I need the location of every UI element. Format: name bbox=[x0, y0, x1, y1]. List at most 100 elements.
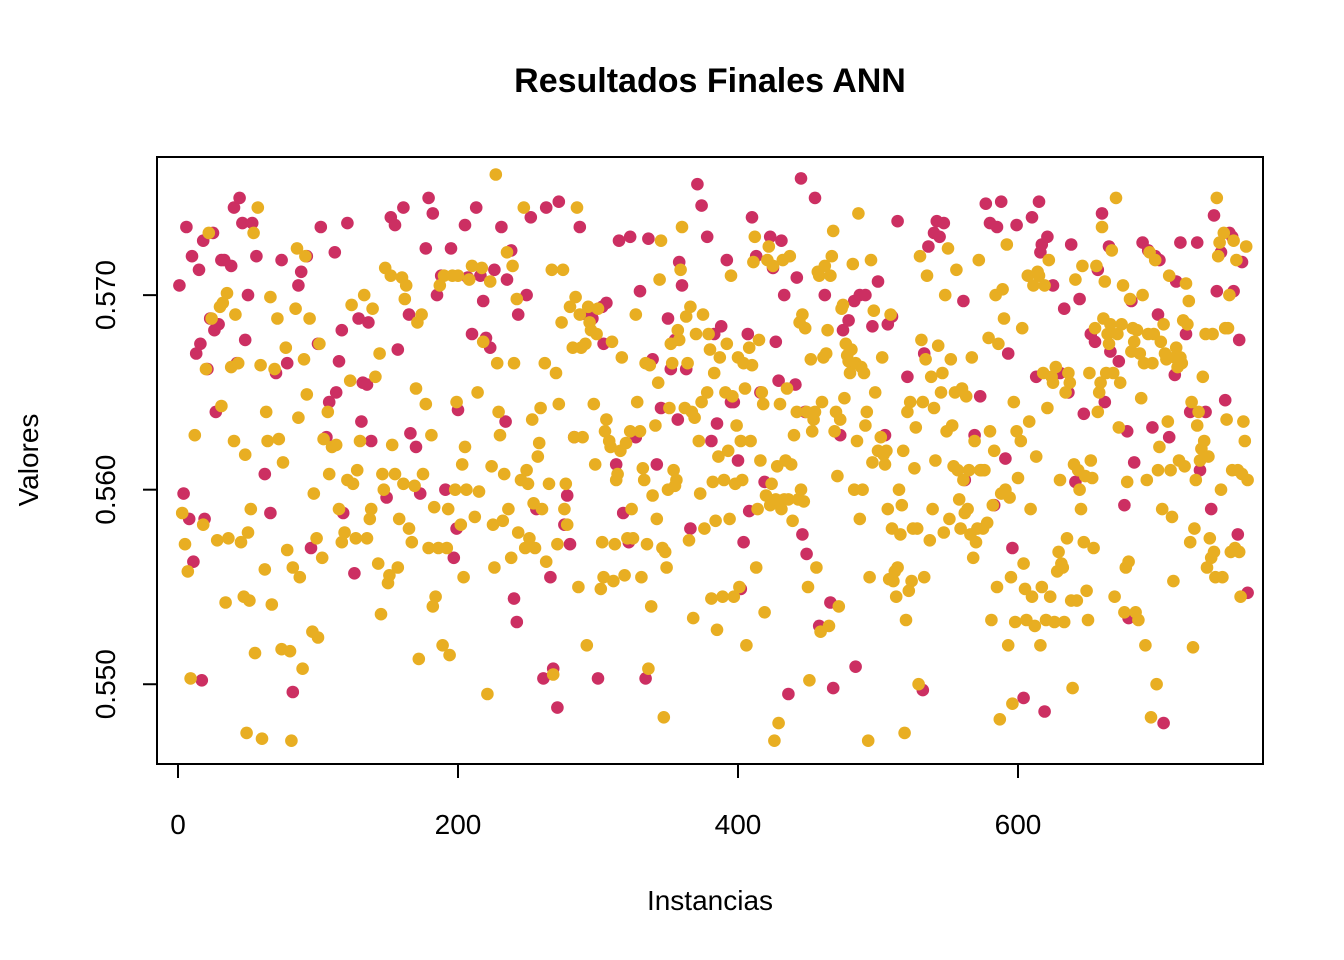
data-point-series-2 bbox=[755, 386, 769, 399]
data-point-series-2 bbox=[545, 263, 559, 277]
data-point-series-2 bbox=[1144, 711, 1158, 724]
data-point-series-1 bbox=[994, 195, 1008, 208]
data-point-series-2 bbox=[772, 716, 785, 730]
data-point-series-1 bbox=[360, 378, 374, 391]
data-point-series-1 bbox=[322, 395, 336, 409]
data-point-series-2 bbox=[654, 234, 668, 247]
data-point-series-2 bbox=[836, 298, 850, 312]
data-point-series-2 bbox=[1161, 415, 1175, 428]
data-point-series-2 bbox=[1154, 335, 1168, 349]
data-point-series-1 bbox=[488, 263, 501, 277]
data-point-series-2 bbox=[990, 580, 1004, 594]
data-point-series-1 bbox=[818, 288, 832, 302]
data-point-series-2 bbox=[915, 333, 928, 347]
data-point-series-2 bbox=[600, 413, 613, 426]
data-point-series-2 bbox=[643, 358, 657, 372]
data-point-series-2 bbox=[1095, 220, 1109, 234]
data-point-series-2 bbox=[454, 518, 468, 531]
data-point-series-1 bbox=[447, 551, 461, 565]
data-point-series-1 bbox=[241, 288, 255, 302]
data-point-series-1 bbox=[1204, 502, 1218, 516]
data-point-series-2 bbox=[828, 425, 841, 438]
data-point-series-2 bbox=[819, 347, 833, 360]
data-point-series-2 bbox=[1083, 366, 1096, 380]
data-point-series-2 bbox=[1041, 401, 1054, 415]
data-point-series-1 bbox=[836, 323, 850, 337]
data-point-series-2 bbox=[364, 502, 378, 516]
data-point-series-2 bbox=[693, 487, 707, 500]
data-point-series-1 bbox=[258, 467, 272, 481]
data-point-series-2 bbox=[833, 413, 847, 426]
data-point-series-2 bbox=[1109, 191, 1123, 205]
data-point-series-2 bbox=[572, 580, 585, 594]
data-point-series-2 bbox=[712, 450, 725, 463]
data-point-series-1 bbox=[891, 214, 904, 228]
data-point-series-2 bbox=[231, 356, 245, 370]
data-point-series-2 bbox=[716, 590, 729, 603]
data-point-series-2 bbox=[1122, 555, 1135, 568]
data-point-series-2 bbox=[608, 537, 622, 551]
data-point-series-2 bbox=[1220, 413, 1233, 426]
data-point-series-2 bbox=[721, 444, 735, 458]
data-point-series-2 bbox=[951, 463, 965, 477]
data-point-series-2 bbox=[968, 434, 981, 448]
data-point-series-2 bbox=[1087, 541, 1100, 555]
data-point-series-2 bbox=[798, 321, 812, 335]
data-point-series-2 bbox=[385, 438, 399, 452]
data-point-series-2 bbox=[271, 312, 284, 325]
data-point-series-2 bbox=[929, 454, 942, 467]
data-point-series-2 bbox=[1046, 376, 1060, 390]
data-point-series-2 bbox=[636, 462, 650, 475]
data-point-series-2 bbox=[296, 662, 309, 675]
data-point-series-2 bbox=[1008, 615, 1022, 629]
data-point-series-2 bbox=[1029, 450, 1043, 463]
data-point-series-2 bbox=[857, 366, 871, 380]
data-point-series-1 bbox=[826, 681, 840, 695]
data-point-series-1 bbox=[695, 199, 708, 212]
data-point-series-2 bbox=[1186, 641, 1200, 654]
data-point-series-2 bbox=[821, 323, 834, 337]
data-point-series-2 bbox=[717, 473, 731, 487]
data-point-series-2 bbox=[398, 292, 412, 306]
data-point-series-2 bbox=[426, 600, 440, 613]
data-point-series-2 bbox=[455, 458, 469, 471]
data-point-series-2 bbox=[810, 561, 823, 574]
data-point-series-2 bbox=[909, 421, 923, 434]
data-point-series-2 bbox=[1211, 249, 1225, 263]
data-point-series-2 bbox=[1004, 570, 1018, 584]
data-point-series-2 bbox=[551, 537, 564, 551]
data-point-series-2 bbox=[490, 356, 504, 370]
data-point-series-2 bbox=[1234, 590, 1247, 603]
data-point-series-1 bbox=[192, 263, 206, 277]
data-point-series-2 bbox=[1202, 450, 1215, 463]
data-point-series-2 bbox=[485, 460, 498, 473]
data-point-series-2 bbox=[735, 473, 749, 487]
data-point-series-2 bbox=[1007, 395, 1021, 409]
data-point-series-2 bbox=[425, 428, 438, 442]
data-point-series-2 bbox=[773, 397, 787, 411]
data-point-series-2 bbox=[880, 444, 893, 458]
data-point-series-2 bbox=[705, 592, 718, 605]
data-point-series-2 bbox=[672, 333, 686, 347]
data-point-series-2 bbox=[745, 358, 759, 372]
data-point-series-2 bbox=[983, 425, 997, 438]
data-point-series-1 bbox=[737, 535, 750, 549]
data-point-series-2 bbox=[629, 308, 643, 321]
data-point-series-2 bbox=[476, 335, 490, 349]
data-point-series-2 bbox=[332, 502, 346, 516]
x-tick-label: 0 bbox=[170, 809, 186, 840]
data-point-series-1 bbox=[524, 211, 538, 224]
data-point-series-1 bbox=[355, 415, 368, 428]
data-point-series-2 bbox=[1116, 279, 1130, 292]
data-point-series-2 bbox=[846, 257, 860, 271]
data-point-series-2 bbox=[558, 502, 571, 516]
data-point-series-2 bbox=[938, 288, 952, 302]
data-point-series-2 bbox=[408, 479, 421, 493]
data-point-series-2 bbox=[920, 269, 934, 283]
data-point-series-2 bbox=[261, 434, 274, 448]
data-point-series-1 bbox=[187, 555, 200, 568]
data-point-series-2 bbox=[289, 302, 302, 316]
data-point-series-2 bbox=[626, 532, 640, 545]
data-point-series-1 bbox=[1025, 211, 1039, 224]
data-point-series-1 bbox=[573, 220, 587, 234]
